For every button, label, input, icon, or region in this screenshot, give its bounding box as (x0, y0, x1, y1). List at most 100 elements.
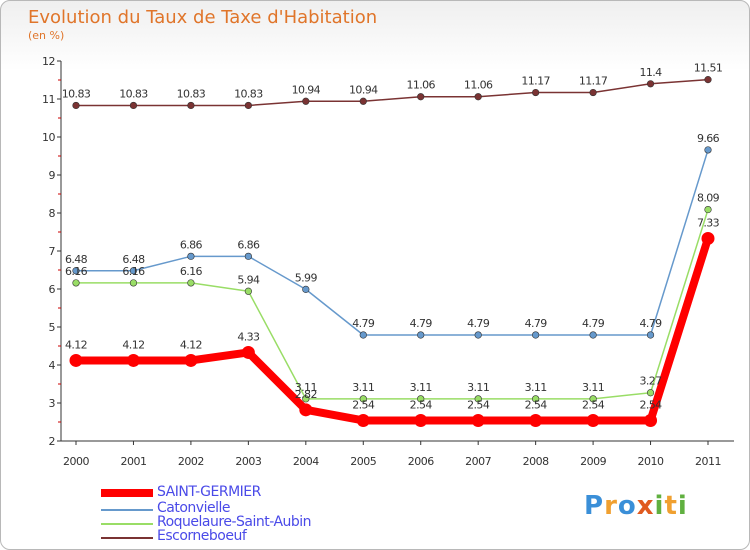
x-tick-label: 2001 (120, 455, 146, 468)
data-point (241, 345, 255, 359)
data-point (72, 101, 80, 110)
data-point (414, 413, 428, 427)
y-tick-label: 10 (42, 131, 55, 144)
data-label: 11.17 (521, 75, 550, 88)
data-label: 3.11 (467, 381, 489, 394)
y-tick-label: 5 (49, 321, 56, 334)
data-point (701, 231, 715, 245)
logo-letter: o (617, 491, 637, 521)
data-point (187, 252, 195, 260)
data-label: 10.94 (292, 83, 321, 96)
legend-label: Roquelaure-Saint-Aubin (157, 514, 312, 530)
data-point (302, 395, 310, 403)
data-point (359, 331, 367, 339)
data-label: 2.54 (582, 398, 605, 411)
data-label: 3.11 (295, 381, 317, 394)
data-point (244, 252, 252, 260)
data-label: 4.79 (467, 317, 490, 330)
data-point (529, 413, 543, 427)
data-label: 11.4 (639, 66, 662, 79)
data-point (589, 331, 597, 339)
data-label: 6.48 (65, 253, 88, 266)
data-label: 4.12 (65, 338, 87, 351)
data-label: 6.48 (122, 253, 145, 266)
y-tick-label: 4 (49, 359, 56, 372)
chart-subtitle: (en %) (28, 29, 65, 42)
data-label: 3.11 (525, 381, 547, 394)
x-tick-label: 2006 (408, 455, 434, 468)
data-label: 4.12 (180, 338, 202, 351)
data-label: 3.11 (410, 381, 432, 394)
y-tick-label: 6 (49, 283, 56, 296)
data-label: 6.16 (180, 265, 203, 278)
legend-label: SAINT-GERMIER (157, 484, 261, 500)
data-label: 6.86 (180, 238, 203, 251)
data-point (129, 267, 138, 275)
data-point (187, 279, 195, 287)
data-label: 3.11 (352, 381, 374, 394)
data-point (646, 331, 655, 339)
logo-letter: i (654, 491, 665, 521)
data-point (72, 279, 80, 287)
data-point (644, 413, 658, 427)
data-point (417, 331, 425, 339)
data-point (532, 395, 540, 403)
legend-swatch (101, 537, 153, 539)
y-tick-label: 3 (49, 397, 56, 410)
data-point (417, 395, 425, 403)
data-label: 2.54 (410, 398, 433, 411)
data-point (704, 146, 712, 154)
data-label: 6.86 (237, 238, 260, 251)
data-point (356, 413, 370, 427)
data-point (704, 76, 712, 84)
legend-swatch (101, 509, 153, 511)
data-point (244, 101, 252, 110)
data-point (129, 279, 138, 287)
legend-label: Escorneboeuf (157, 528, 247, 544)
data-point (646, 389, 655, 397)
x-tick-label: 2004 (293, 455, 319, 468)
data-label: 11.17 (579, 75, 608, 88)
x-tick-label: 2002 (178, 455, 204, 468)
data-point (359, 97, 367, 105)
data-point (187, 101, 195, 110)
series-line-roquelaure-saint-aubin (75, 208, 709, 400)
data-point (474, 93, 482, 101)
proxiti-logo: Proxiti (584, 491, 688, 521)
data-point (184, 353, 198, 367)
data-point (586, 413, 600, 427)
logo-letter: i (677, 491, 688, 521)
data-point (704, 205, 712, 214)
x-tick-label: 2000 (63, 455, 89, 468)
data-point (299, 403, 313, 417)
x-tick-label: 2007 (465, 455, 491, 468)
data-label: 2.54 (639, 398, 662, 411)
x-tick-label: 2009 (580, 455, 606, 468)
series-line-saint-germier (72, 234, 712, 425)
data-label: 4.79 (639, 317, 662, 330)
data-point (126, 353, 140, 367)
data-label: 11.06 (464, 79, 493, 92)
data-label: 10.94 (349, 83, 378, 96)
legend-swatch (101, 489, 153, 497)
data-point (359, 395, 367, 403)
series-line-catonvielle (75, 149, 709, 336)
data-label: 9.66 (697, 132, 720, 145)
data-point (589, 395, 597, 403)
data-point (532, 88, 540, 97)
x-tick-label: 2005 (350, 455, 376, 468)
data-point (417, 93, 425, 101)
x-tick-label: 2010 (638, 455, 664, 468)
data-label: 5.94 (237, 273, 260, 286)
logo-letter: t (664, 491, 678, 521)
data-label: 4.79 (525, 317, 548, 330)
y-tick-label: 12 (42, 55, 55, 68)
data-point (474, 395, 482, 403)
data-labels: 4.12 4.12 4.12 4.33 2.82 2.54 2.54 2.54 2.54 2.54… (62, 62, 723, 412)
x-tick-label: 2008 (523, 455, 549, 468)
y-tick-label: 7 (49, 245, 56, 258)
data-label: 5.99 (295, 271, 318, 284)
data-point (471, 413, 485, 427)
